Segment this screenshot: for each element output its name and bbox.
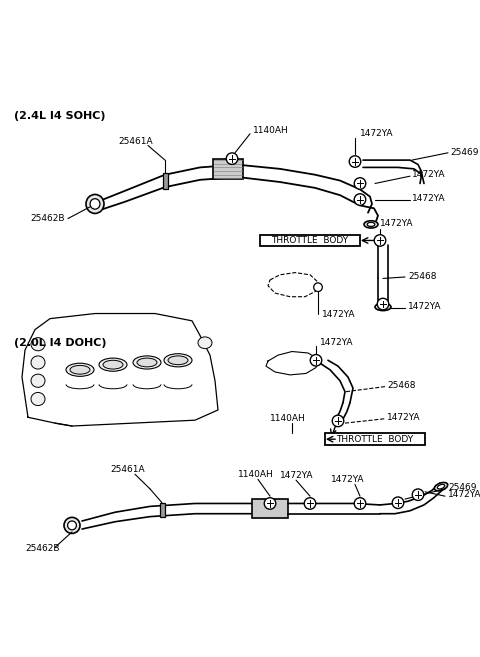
Bar	[163, 173, 168, 189]
Ellipse shape	[66, 363, 94, 376]
Text: (2.4L I4 SOHC): (2.4L I4 SOHC)	[14, 111, 106, 122]
Text: 1472YA: 1472YA	[448, 490, 480, 499]
Ellipse shape	[70, 365, 90, 374]
Ellipse shape	[31, 392, 45, 405]
Text: 25468: 25468	[387, 380, 416, 390]
Text: 1140AH: 1140AH	[238, 470, 274, 479]
Ellipse shape	[364, 221, 378, 228]
Circle shape	[310, 355, 322, 366]
Ellipse shape	[99, 358, 127, 371]
Circle shape	[392, 497, 404, 509]
Ellipse shape	[31, 338, 45, 351]
Text: 1472YA: 1472YA	[331, 475, 365, 484]
Circle shape	[314, 283, 323, 292]
Circle shape	[226, 153, 238, 164]
Text: 1472YA: 1472YA	[322, 311, 356, 319]
Text: 25469: 25469	[450, 148, 479, 156]
Circle shape	[412, 489, 424, 501]
Ellipse shape	[198, 337, 212, 349]
Text: 1472YA: 1472YA	[387, 413, 420, 422]
Ellipse shape	[137, 358, 157, 367]
Ellipse shape	[31, 374, 45, 388]
Ellipse shape	[90, 198, 100, 209]
Circle shape	[354, 498, 366, 509]
Ellipse shape	[31, 356, 45, 369]
Text: 1472YA: 1472YA	[412, 170, 445, 179]
Text: 1140AH: 1140AH	[253, 126, 289, 135]
Circle shape	[374, 235, 386, 246]
Circle shape	[354, 194, 366, 205]
Text: 1140AH: 1140AH	[270, 414, 306, 423]
Ellipse shape	[375, 304, 391, 311]
Circle shape	[332, 415, 344, 426]
Circle shape	[349, 156, 361, 168]
Text: 25461A: 25461A	[118, 137, 153, 147]
Text: 25468: 25468	[408, 272, 436, 281]
Circle shape	[377, 298, 389, 310]
Ellipse shape	[367, 222, 375, 227]
Ellipse shape	[68, 521, 76, 530]
Text: 1472YA: 1472YA	[320, 338, 353, 348]
Text: 25461A: 25461A	[110, 465, 144, 474]
Circle shape	[264, 498, 276, 509]
Ellipse shape	[64, 517, 80, 533]
Text: 25462B: 25462B	[30, 214, 64, 223]
Circle shape	[304, 498, 316, 509]
FancyBboxPatch shape	[260, 235, 360, 246]
Ellipse shape	[168, 356, 188, 365]
FancyBboxPatch shape	[325, 434, 425, 445]
Ellipse shape	[379, 305, 387, 309]
FancyBboxPatch shape	[213, 158, 243, 179]
Ellipse shape	[133, 356, 161, 369]
Ellipse shape	[164, 353, 192, 367]
Ellipse shape	[437, 484, 444, 489]
Text: 25469: 25469	[448, 483, 477, 492]
FancyBboxPatch shape	[252, 499, 288, 518]
Bar	[159, 503, 165, 517]
Text: 25462B: 25462B	[25, 544, 60, 553]
Text: 1472YA: 1472YA	[412, 194, 445, 202]
Text: THROTTLE  BODY: THROTTLE BODY	[336, 435, 414, 443]
Text: 1472YA: 1472YA	[408, 302, 442, 311]
Text: 1472YA: 1472YA	[360, 129, 394, 138]
Text: 1472YA: 1472YA	[280, 471, 313, 480]
Circle shape	[354, 177, 366, 189]
Ellipse shape	[103, 360, 123, 369]
Text: THROTTLE  BODY: THROTTLE BODY	[271, 236, 348, 245]
Ellipse shape	[86, 194, 104, 214]
Ellipse shape	[434, 482, 448, 491]
Text: (2.0L I4 DOHC): (2.0L I4 DOHC)	[14, 338, 107, 348]
Text: 1472YA: 1472YA	[380, 219, 413, 228]
